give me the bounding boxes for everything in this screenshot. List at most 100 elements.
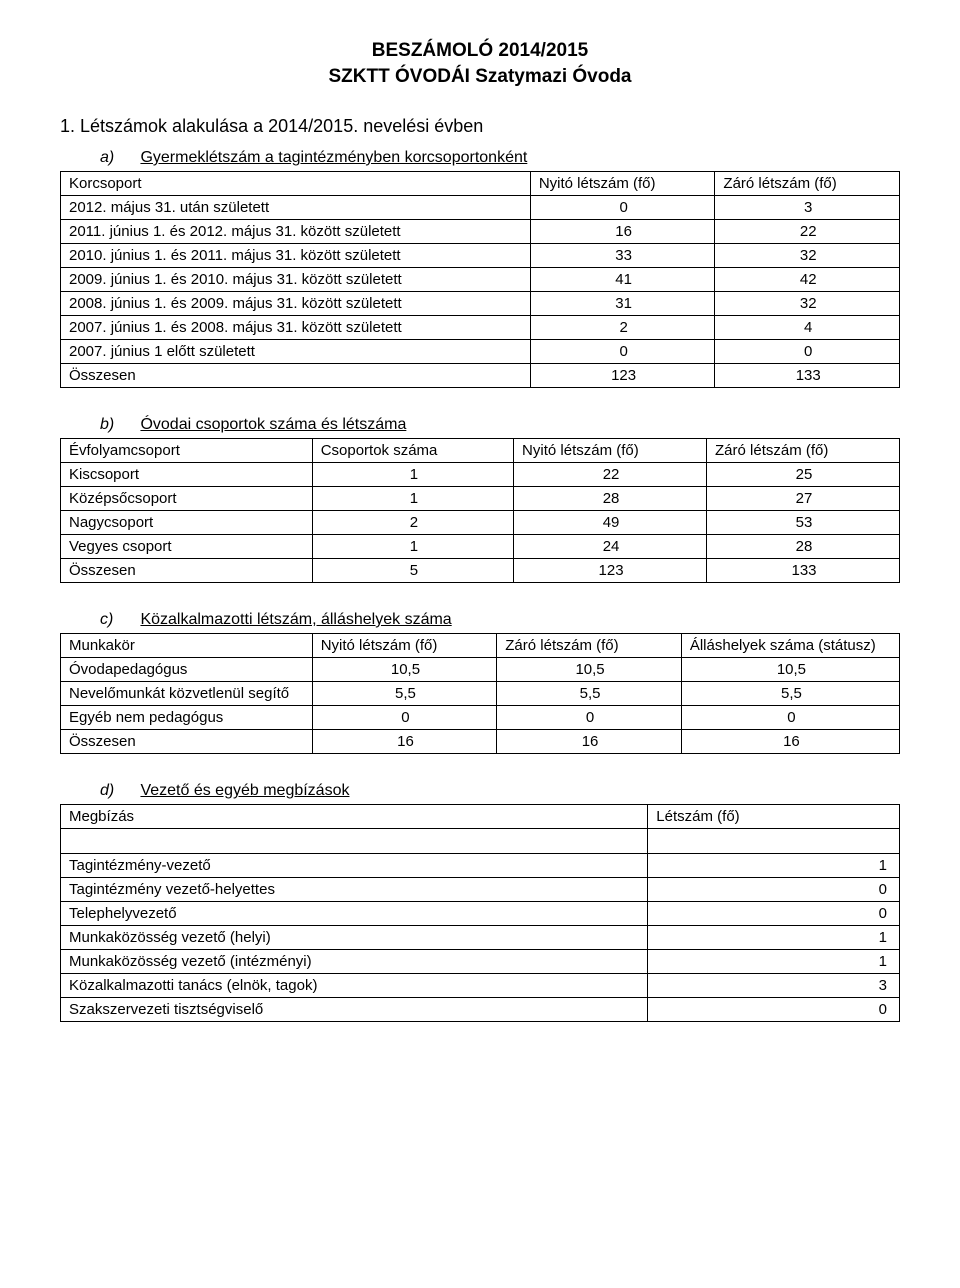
- cell: 5: [312, 559, 513, 583]
- subsection-a-heading: a) Gyermeklétszám a tagintézményben korc…: [60, 149, 900, 167]
- cell: Vegyes csoport: [61, 535, 313, 559]
- cell: Összesen: [61, 730, 313, 754]
- cell: 2008. június 1. és 2009. május 31. közöt…: [61, 292, 531, 316]
- report-title-line1: BESZÁMOLÓ 2014/2015: [60, 40, 900, 62]
- table-a-header-row: Korcsoport Nyitó létszám (fő) Záró létsz…: [61, 172, 900, 196]
- table-row: Közalkalmazotti tanács (elnök, tagok)3: [61, 974, 900, 998]
- table-row: Egyéb nem pedagógus000: [61, 706, 900, 730]
- section-1-heading: 1. Létszámok alakulása a 2014/2015. neve…: [60, 116, 900, 137]
- table-d-spacer: [61, 829, 900, 854]
- cell: 1: [312, 535, 513, 559]
- cell: 33: [530, 244, 715, 268]
- table-row: Összesen5123133: [61, 559, 900, 583]
- table-c-h0: Munkakör: [61, 634, 313, 658]
- cell: 0: [648, 998, 900, 1022]
- cell: 0: [497, 706, 682, 730]
- cell: 1: [648, 950, 900, 974]
- table-row: 2011. június 1. és 2012. május 31. közöt…: [61, 220, 900, 244]
- table-row: Munkaközösség vezető (helyi)1: [61, 926, 900, 950]
- subsection-b-title: Óvodai csoportok száma és létszáma: [140, 416, 406, 433]
- cell: 10,5: [312, 658, 497, 682]
- cell: 0: [312, 706, 497, 730]
- table-a-h1: Nyitó létszám (fő): [530, 172, 715, 196]
- cell: 2: [530, 316, 715, 340]
- table-c-h2: Záró létszám (fő): [497, 634, 682, 658]
- cell: Nevelőmunkát közvetlenül segítő: [61, 682, 313, 706]
- table-a: Korcsoport Nyitó létszám (fő) Záró létsz…: [60, 171, 900, 388]
- cell: Szakszervezeti tisztségviselő: [61, 998, 648, 1022]
- table-row: Nagycsoport24953: [61, 511, 900, 535]
- cell: Középsőcsoport: [61, 487, 313, 511]
- table-row: Tagintézmény-vezető1: [61, 854, 900, 878]
- table-row: Óvodapedagógus10,510,510,5: [61, 658, 900, 682]
- table-row: Szakszervezeti tisztségviselő0: [61, 998, 900, 1022]
- subsection-d-letter: d): [100, 782, 136, 800]
- subsection-a-title: Gyermeklétszám a tagintézményben korcsop…: [140, 149, 527, 166]
- cell: [61, 829, 648, 854]
- cell: 2: [312, 511, 513, 535]
- cell: 0: [530, 340, 715, 364]
- cell: 133: [707, 559, 900, 583]
- table-row: Tagintézmény vezető-helyettes0: [61, 878, 900, 902]
- cell: 3: [648, 974, 900, 998]
- table-b-h1: Csoportok száma: [312, 439, 513, 463]
- table-b-h0: Évfolyamcsoport: [61, 439, 313, 463]
- table-row: Összesen161616: [61, 730, 900, 754]
- cell: 2011. június 1. és 2012. május 31. közöt…: [61, 220, 531, 244]
- table-row: 2008. június 1. és 2009. május 31. közöt…: [61, 292, 900, 316]
- table-row: 2009. június 1. és 2010. május 31. közöt…: [61, 268, 900, 292]
- cell: Tagintézmény-vezető: [61, 854, 648, 878]
- table-b-h2: Nyitó létszám (fő): [514, 439, 707, 463]
- table-row: 2007. június 1 előtt született00: [61, 340, 900, 364]
- table-c-header-row: Munkakör Nyitó létszám (fő) Záró létszám…: [61, 634, 900, 658]
- table-row: 2010. június 1. és 2011. május 31. közöt…: [61, 244, 900, 268]
- cell: 1: [312, 463, 513, 487]
- cell: Telephelyvezető: [61, 902, 648, 926]
- cell: 27: [707, 487, 900, 511]
- cell: Összesen: [61, 559, 313, 583]
- cell: 16: [497, 730, 682, 754]
- cell: 123: [514, 559, 707, 583]
- cell: Egyéb nem pedagógus: [61, 706, 313, 730]
- cell: 16: [681, 730, 899, 754]
- cell: 123: [530, 364, 715, 388]
- cell: 24: [514, 535, 707, 559]
- cell: 2010. június 1. és 2011. május 31. közöt…: [61, 244, 531, 268]
- table-d-h1: Létszám (fő): [648, 805, 900, 829]
- subsection-b-letter: b): [100, 416, 136, 434]
- cell: 10,5: [497, 658, 682, 682]
- cell: 5,5: [312, 682, 497, 706]
- cell: Közalkalmazotti tanács (elnök, tagok): [61, 974, 648, 998]
- cell: 49: [514, 511, 707, 535]
- cell: 1: [312, 487, 513, 511]
- cell: 42: [715, 268, 900, 292]
- cell: Óvodapedagógus: [61, 658, 313, 682]
- cell: 41: [530, 268, 715, 292]
- subsection-c-title: Közalkalmazotti létszám, álláshelyek szá…: [140, 611, 451, 628]
- cell: 25: [707, 463, 900, 487]
- cell: 2007. június 1 előtt született: [61, 340, 531, 364]
- cell: Munkaközösség vezető (intézményi): [61, 950, 648, 974]
- table-row: 2007. június 1. és 2008. május 31. közöt…: [61, 316, 900, 340]
- cell: Összesen: [61, 364, 531, 388]
- cell: 5,5: [497, 682, 682, 706]
- table-row: Telephelyvezető0: [61, 902, 900, 926]
- cell: [648, 829, 900, 854]
- table-c: Munkakör Nyitó létszám (fő) Záró létszám…: [60, 633, 900, 754]
- table-b-h3: Záró létszám (fő): [707, 439, 900, 463]
- cell: 22: [514, 463, 707, 487]
- table-row: Középsőcsoport12827: [61, 487, 900, 511]
- cell: 22: [715, 220, 900, 244]
- cell: 16: [312, 730, 497, 754]
- cell: 0: [648, 902, 900, 926]
- table-a-h0: Korcsoport: [61, 172, 531, 196]
- cell: 0: [681, 706, 899, 730]
- cell: 1: [648, 854, 900, 878]
- table-a-h2: Záró létszám (fő): [715, 172, 900, 196]
- cell: 32: [715, 292, 900, 316]
- table-row: Nevelőmunkát közvetlenül segítő5,55,55,5: [61, 682, 900, 706]
- subsection-c-letter: c): [100, 611, 136, 629]
- table-row: 2012. május 31. után született03: [61, 196, 900, 220]
- table-row: Kiscsoport12225: [61, 463, 900, 487]
- cell: 133: [715, 364, 900, 388]
